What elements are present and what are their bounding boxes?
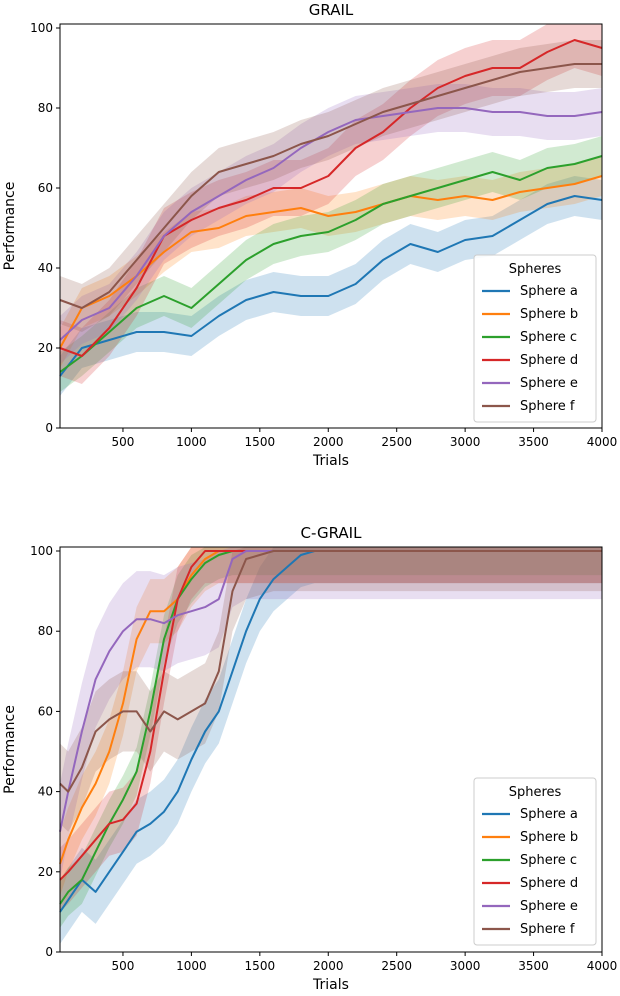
chart2-legend-label-6: Sphere f xyxy=(520,922,575,937)
chart1-xtick-label: 1500 xyxy=(245,435,276,449)
chart2-series-line-6 xyxy=(59,550,602,793)
chart2-xlabel: Trials xyxy=(312,977,349,993)
chart1-xtick-label: 4000 xyxy=(587,435,618,449)
chart1-legend-label-6: Sphere f xyxy=(520,399,575,414)
chart1-legend-label-3: Sphere c xyxy=(520,330,577,345)
chart1-series-line-3 xyxy=(59,155,603,373)
chart1-xtick-label: 500 xyxy=(112,435,135,449)
chart1-band-1 xyxy=(60,176,602,396)
chart1-ytick-label: 0 xyxy=(45,421,53,435)
chart1-title: GRAIL xyxy=(309,1,354,19)
chart1-ytick-label: 100 xyxy=(30,21,53,35)
chart1-axes-frame xyxy=(59,23,603,429)
chart1-series-line-2 xyxy=(59,175,603,349)
chart2-legend-label-2: Sphere b xyxy=(520,830,578,845)
chart2-legend-label-5: Sphere e xyxy=(520,899,578,914)
chart2-legend-box xyxy=(473,777,597,946)
chart1-xtick-label: 3000 xyxy=(450,435,481,449)
chart1-xtick-label: 2500 xyxy=(381,435,412,449)
chart2-xtick-label: 4000 xyxy=(587,959,618,973)
chart2-legend-title: Spheres xyxy=(509,785,562,800)
chart2-ylabel: Performance xyxy=(2,705,18,794)
chart1-legend-title: Spheres xyxy=(509,262,562,277)
chart1-xtick-label: 2000 xyxy=(313,435,344,449)
chart2-ytick-label: 20 xyxy=(38,865,53,879)
chart2-ytick-label: 100 xyxy=(30,544,53,558)
chart2-ytick-label: 60 xyxy=(38,704,53,718)
chart2-band-5 xyxy=(60,547,602,880)
chart1-xtick-label: 1000 xyxy=(176,435,207,449)
chart1-legend-box xyxy=(473,254,597,423)
chart1-series-line-1 xyxy=(59,195,603,377)
chart1-legend-label-5: Sphere e xyxy=(520,376,578,391)
chart1-series-line-6 xyxy=(59,63,602,309)
chart1-ytick-label: 20 xyxy=(38,341,53,355)
chart2-xtick-label: 1000 xyxy=(176,959,207,973)
chart2-xtick-label: 3500 xyxy=(518,959,549,973)
chart2-title: C-GRAIL xyxy=(301,524,363,542)
chart1-ytick-label: 60 xyxy=(38,181,53,195)
chart1-ytick-label: 80 xyxy=(38,101,53,115)
chart2-legend-label-4: Sphere d xyxy=(520,876,578,891)
chart2-band-2 xyxy=(60,547,602,896)
chart1-band-4 xyxy=(60,24,602,384)
chart1-ytick-label: 40 xyxy=(38,261,53,275)
chart1-xtick-label: 3500 xyxy=(518,435,549,449)
chart1-xlabel: Trials xyxy=(312,453,349,469)
chart2-xtick-label: 3000 xyxy=(450,959,481,973)
chart2-band-6 xyxy=(60,547,602,832)
chart1-legend-label-4: Sphere d xyxy=(520,353,578,368)
chart2-ytick-label: 0 xyxy=(45,945,53,959)
chart1-legend-label-2: Sphere b xyxy=(520,307,578,322)
chart2-xtick-label: 500 xyxy=(112,959,135,973)
chart1-ylabel: Performance xyxy=(2,182,18,271)
chart2-ytick-label: 80 xyxy=(38,624,53,638)
chart1-series-line-4 xyxy=(59,39,603,357)
chart2-xtick-label: 1500 xyxy=(245,959,276,973)
chart2-xtick-label: 2000 xyxy=(313,959,344,973)
chart2-axes-frame xyxy=(59,546,603,953)
chart2-legend-label-1: Sphere a xyxy=(520,807,578,822)
chart1-series-line-5 xyxy=(59,107,603,341)
chart1-band-2 xyxy=(60,156,602,368)
chart1-band-3 xyxy=(60,136,602,392)
chart2-legend-label-3: Sphere c xyxy=(520,853,577,868)
chart2-xtick-label: 2500 xyxy=(381,959,412,973)
chart1-legend-label-1: Sphere a xyxy=(520,284,578,299)
chart2-ytick-label: 40 xyxy=(38,785,53,799)
